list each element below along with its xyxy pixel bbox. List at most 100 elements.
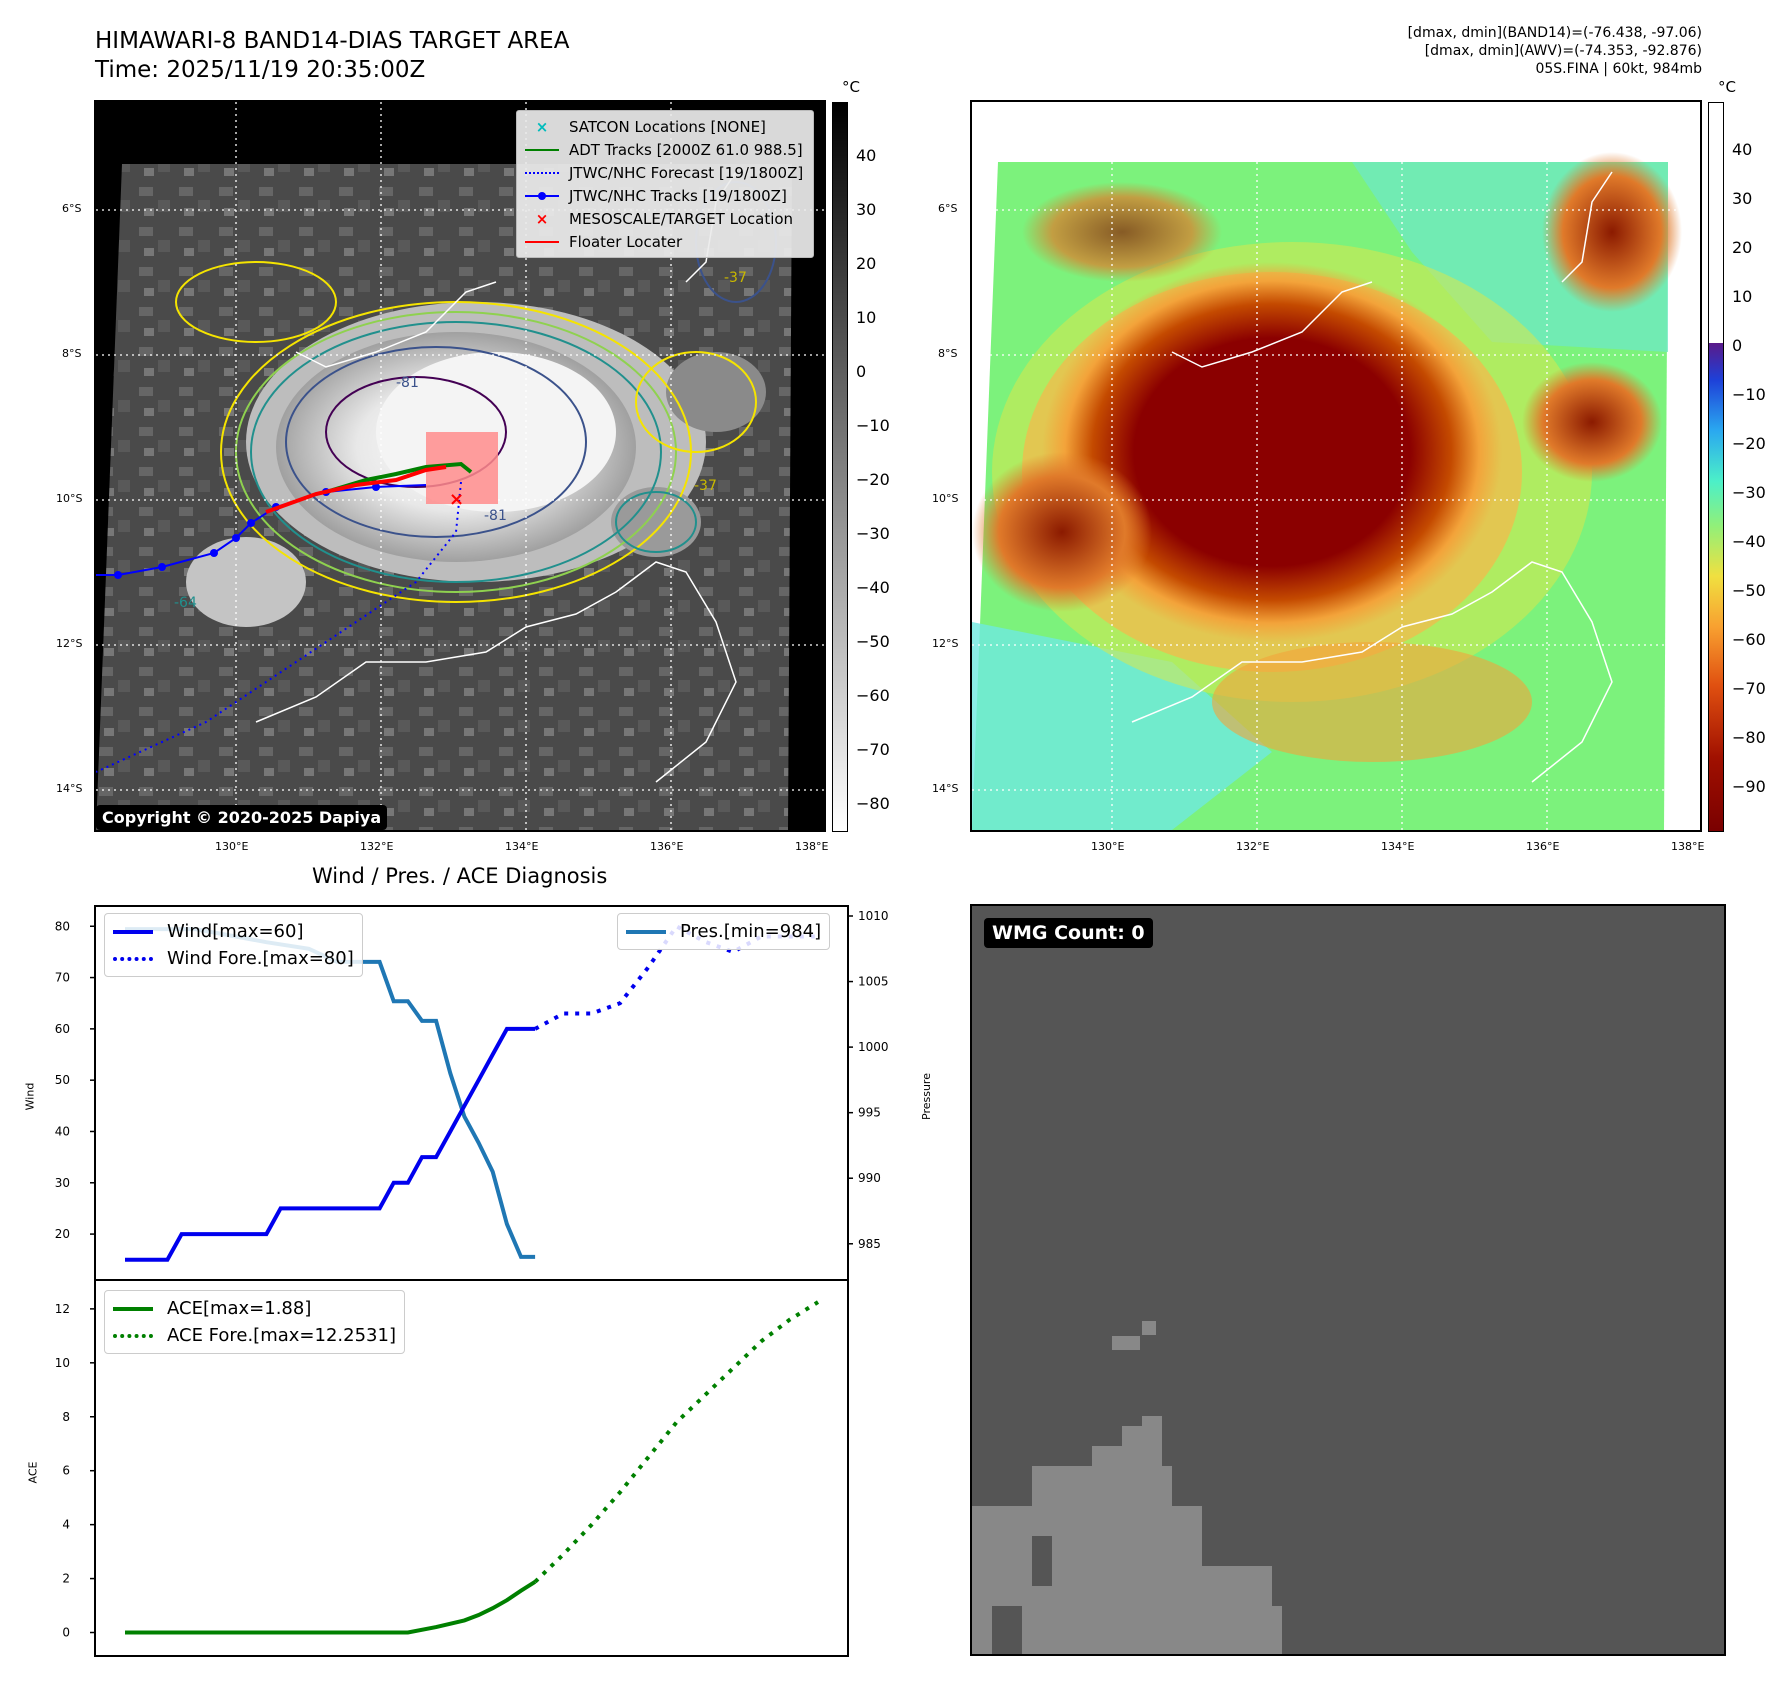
band14-range: [dmax, dmin](BAND14)=(-76.438, -97.06) xyxy=(1407,25,1702,41)
diagnosis-title: Wind / Pres. / ACE Diagnosis xyxy=(312,864,608,888)
pressure-tick: 990 xyxy=(858,1171,881,1185)
wind-tick: 70 xyxy=(55,971,70,985)
floater-track xyxy=(265,465,447,514)
cb-tick: −70 xyxy=(1732,679,1766,698)
lat-tick: 14°S xyxy=(932,782,959,795)
line-dotted-green-icon xyxy=(113,1333,153,1338)
lon-tick: 132°E xyxy=(1236,840,1270,853)
ace-tick: 10 xyxy=(55,1356,70,1370)
lat-tick: 6°S xyxy=(62,202,82,215)
line-solid-blue-icon xyxy=(113,929,153,934)
cb-tick: −30 xyxy=(1732,483,1766,502)
ace-tick: 2 xyxy=(62,1572,70,1586)
ace-tick: 4 xyxy=(62,1518,70,1532)
legend-forecast: JTWC/NHC Forecast [19/1800Z] xyxy=(525,161,805,184)
cb-tick: −60 xyxy=(856,686,890,705)
cb-tick: −90 xyxy=(1732,777,1766,796)
lat-tick: 8°S xyxy=(938,347,958,360)
x-marker-cyan-icon: × xyxy=(535,117,549,136)
legend-floater: Floater Locater xyxy=(525,230,805,253)
lon-tick: 136°E xyxy=(1526,840,1560,853)
wind-tick: 80 xyxy=(55,919,70,933)
contour-label: -37 xyxy=(724,270,747,286)
ace-axis-label: ACE xyxy=(26,1461,40,1484)
legend-adt: ADT Tracks [2000Z 61.0 988.5] xyxy=(525,138,805,161)
ace-forecast-line xyxy=(533,1300,820,1584)
wmg-image xyxy=(972,1321,1282,1654)
wind-legend: Wind[max=60] Wind Fore.[max=80] xyxy=(104,913,363,977)
best-track xyxy=(96,484,427,576)
line-green-icon xyxy=(525,148,559,151)
wmg-count-badge: WMG Count: 0 xyxy=(984,918,1153,948)
ace-tick: 0 xyxy=(62,1626,70,1640)
forecast-track xyxy=(96,481,462,773)
ace-legend: ACE[max=1.88] ACE Fore.[max=12.2531] xyxy=(104,1290,405,1354)
cb-tick: −10 xyxy=(1732,385,1766,404)
x-marker-red-icon: × xyxy=(535,209,549,228)
diagnosis-chart: 8070605040302010101005100099599098512108… xyxy=(55,905,889,1657)
dotted-blue-icon xyxy=(525,171,559,174)
cb-tick: −70 xyxy=(856,740,890,759)
cb-tick: 30 xyxy=(1732,189,1753,208)
cb-tick: 30 xyxy=(856,200,877,219)
lon-tick: 130°E xyxy=(215,840,249,853)
cb-tick: −30 xyxy=(856,524,890,543)
legend-pres: Pres.[min=984] xyxy=(626,918,821,945)
figure-stats: [dmax, dmin](BAND14)=(-76.438, -97.06) [… xyxy=(1408,24,1702,78)
ace-tick: 8 xyxy=(62,1410,70,1424)
wind-tick: 50 xyxy=(55,1073,70,1087)
wind-axis-label: Wind xyxy=(23,1082,37,1111)
ir-legend: × SATCON Locations [NONE] ADT Tracks [20… xyxy=(516,110,814,258)
ace-plot-frame xyxy=(94,1279,849,1657)
pressure-axis-label: Pressure xyxy=(919,1073,933,1120)
cb-tick: −50 xyxy=(856,632,890,651)
cb-tick: −40 xyxy=(856,578,890,597)
line-dot-blue-icon xyxy=(525,191,559,200)
cb-tick: −10 xyxy=(856,416,890,435)
lon-tick: 138°E xyxy=(1671,840,1705,853)
awv-colorbar xyxy=(1708,102,1724,832)
awv-map-image xyxy=(972,102,1700,830)
lat-tick: 10°S xyxy=(56,492,83,505)
lon-tick: 138°E xyxy=(795,840,829,853)
cb-tick: −80 xyxy=(856,794,890,813)
legend-wind-fore: Wind Fore.[max=80] xyxy=(113,945,354,972)
lon-tick: 134°E xyxy=(505,840,539,853)
cb-tick: 0 xyxy=(856,362,867,381)
cb-tick: 20 xyxy=(856,254,877,273)
lat-tick: 14°S xyxy=(56,782,83,795)
pressure-tick: 1010 xyxy=(858,909,889,923)
cb-tick: −40 xyxy=(1732,532,1766,551)
wind-line xyxy=(125,1026,536,1262)
lat-tick: 8°S xyxy=(62,347,82,360)
legend-ace-fore: ACE Fore.[max=12.2531] xyxy=(113,1322,396,1349)
title-line-2: Time: 2025/11/19 20:35:00Z xyxy=(95,57,426,83)
pressure-tick: 1005 xyxy=(858,975,889,989)
legend-tracks: JTWC/NHC Tracks [19/1800Z] xyxy=(525,184,805,207)
copyright-badge: Copyright © 2020-2025 Dapiya xyxy=(96,805,388,830)
line-solid-steelblue-icon xyxy=(626,929,666,934)
pressure-tick: 1000 xyxy=(858,1040,889,1054)
ace-tick: 12 xyxy=(55,1302,70,1316)
cb-tick: 0 xyxy=(1732,336,1743,355)
contour-label: -64 xyxy=(174,595,197,611)
lon-tick: 132°E xyxy=(360,840,394,853)
line-solid-green-icon xyxy=(113,1306,153,1311)
wmg-panel: WMG Count: 0 xyxy=(970,904,1726,1656)
cb-tick: −20 xyxy=(856,470,890,489)
awv-map-panel xyxy=(970,100,1702,832)
ace-tick: 6 xyxy=(62,1464,70,1478)
figure-title: HIMAWARI-8 BAND14-DIAS TARGET AREA Time:… xyxy=(95,27,569,85)
cb-tick: −50 xyxy=(1732,581,1766,600)
contour-label: -37 xyxy=(694,478,717,494)
cb-tick: 10 xyxy=(856,308,877,327)
wind-tick: 60 xyxy=(55,1022,70,1036)
wind-tick: 40 xyxy=(55,1124,70,1138)
wind-tick: 30 xyxy=(55,1176,70,1190)
pressure-tick: 995 xyxy=(858,1106,881,1120)
lat-tick: 12°S xyxy=(932,637,959,650)
cb-tick: 40 xyxy=(856,146,877,165)
pressure-tick: 985 xyxy=(858,1237,881,1251)
awv-colorbar-unit: °C xyxy=(1718,78,1736,96)
ir-map-panel: -81 -81 -64 -37 -37 × Copyright © 2020-2… xyxy=(94,100,826,832)
